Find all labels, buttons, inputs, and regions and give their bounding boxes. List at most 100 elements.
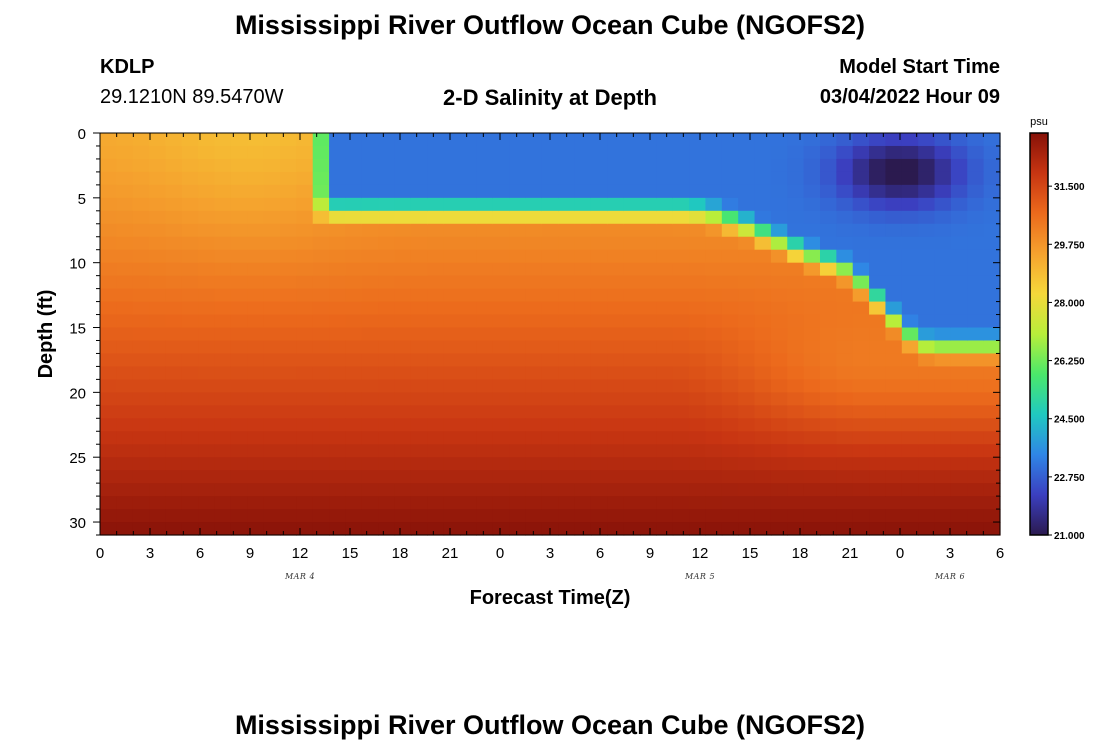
- heatmap-cell: [754, 379, 772, 393]
- heatmap-cell: [410, 353, 428, 368]
- heatmap-cell: [901, 496, 919, 510]
- heatmap-cell: [329, 197, 347, 212]
- heatmap-cell: [378, 223, 396, 238]
- heatmap-cell: [787, 509, 805, 523]
- page-title: Mississippi River Outflow Ocean Cube (NG…: [234, 10, 866, 40]
- heatmap-cell: [770, 444, 788, 458]
- heatmap-cell: [983, 288, 1001, 303]
- heatmap-cell: [296, 314, 314, 329]
- heatmap-cell: [852, 249, 870, 264]
- heatmap-cell: [983, 236, 1001, 251]
- heatmap-cell: [689, 418, 707, 432]
- heatmap-cell: [820, 171, 837, 186]
- heatmap-cell: [558, 340, 576, 355]
- heatmap-cell: [427, 210, 445, 225]
- heatmap-cell: [738, 392, 756, 406]
- heatmap-cell: [181, 197, 199, 212]
- heatmap-cell: [869, 483, 887, 497]
- heatmap-cell: [280, 431, 297, 445]
- heatmap-cell: [721, 236, 739, 251]
- heatmap-cell: [280, 314, 297, 329]
- x-tick-label: 12: [292, 545, 309, 562]
- heatmap-cell: [378, 483, 396, 497]
- heatmap-cell: [770, 223, 788, 238]
- heatmap-cell: [901, 418, 919, 432]
- heatmap-cell: [132, 457, 150, 471]
- heatmap-cell: [574, 133, 592, 147]
- heatmap-cell: [296, 405, 314, 419]
- heatmap-cell: [132, 133, 150, 147]
- heatmap-cell: [378, 236, 396, 251]
- colorbar-tick-label: 24.500: [1054, 415, 1085, 426]
- heatmap-cell: [787, 405, 805, 419]
- heatmap-cell: [100, 366, 117, 380]
- heatmap-cell: [558, 275, 576, 290]
- heatmap-cell: [672, 457, 690, 471]
- heatmap-cell: [427, 314, 445, 329]
- heatmap-cell: [754, 470, 772, 484]
- heatmap-cell: [460, 314, 477, 329]
- heatmap-cell: [574, 275, 592, 290]
- heatmap-cell: [149, 496, 167, 510]
- heatmap-cell: [967, 418, 985, 432]
- heatmap-cell: [934, 509, 952, 523]
- heatmap-cell: [754, 522, 772, 536]
- heatmap-cell: [280, 236, 297, 251]
- heatmap-cell: [165, 197, 183, 212]
- heatmap-cell: [918, 379, 936, 393]
- heatmap-cell: [738, 366, 756, 380]
- heatmap-cell: [558, 392, 576, 406]
- heatmap-cell: [590, 249, 608, 264]
- heatmap-cell: [116, 444, 134, 458]
- heatmap-cell: [640, 133, 657, 147]
- heatmap-cell: [983, 340, 1001, 355]
- heatmap-cell: [149, 236, 167, 251]
- heatmap-cell: [656, 405, 674, 419]
- heatmap-cell: [689, 314, 707, 329]
- heatmap-cell: [640, 470, 657, 484]
- heatmap-cell: [361, 483, 379, 497]
- heatmap-cell: [394, 262, 412, 277]
- heatmap-cell: [361, 133, 379, 147]
- heatmap-cell: [214, 145, 232, 160]
- heatmap-cell: [198, 366, 216, 380]
- heatmap-cell: [247, 483, 265, 497]
- heatmap-cell: [460, 392, 477, 406]
- heatmap-cell: [738, 249, 756, 264]
- heatmap-cell: [476, 483, 494, 497]
- heatmap-cell: [721, 197, 739, 212]
- heatmap-cell: [116, 522, 134, 536]
- heatmap-cell: [869, 301, 887, 316]
- heatmap-cell: [803, 145, 821, 160]
- heatmap-cell: [427, 262, 445, 277]
- heatmap-cell: [509, 184, 527, 199]
- heatmap-cell: [394, 223, 412, 238]
- heatmap-cell: [230, 418, 248, 432]
- heatmap-cell: [934, 158, 952, 173]
- plot-title: 2-D Salinity at Depth: [443, 85, 657, 110]
- heatmap-cell: [950, 223, 968, 238]
- heatmap-cell: [918, 470, 936, 484]
- heatmap-cell: [492, 340, 510, 355]
- heatmap-cell: [803, 275, 821, 290]
- heatmap-cell: [983, 366, 1001, 380]
- heatmap-cell: [770, 301, 788, 316]
- heatmap-cell: [214, 418, 232, 432]
- heatmap-cell: [770, 457, 788, 471]
- heatmap-cell: [852, 288, 870, 303]
- heatmap-cell: [574, 223, 592, 238]
- heatmap-cell: [492, 405, 510, 419]
- heatmap-cell: [590, 405, 608, 419]
- heatmap-cell: [460, 327, 477, 342]
- heatmap-cell: [214, 223, 232, 238]
- heatmap-cell: [541, 379, 559, 393]
- heatmap-cell: [754, 223, 772, 238]
- heatmap-cell: [721, 431, 739, 445]
- heatmap-cell: [820, 184, 837, 199]
- heatmap-cell: [296, 249, 314, 264]
- heatmap-cell: [705, 418, 723, 432]
- heatmap-cell: [672, 133, 690, 147]
- heatmap-cell: [869, 470, 887, 484]
- heatmap-cell: [378, 379, 396, 393]
- heatmap-cell: [738, 340, 756, 355]
